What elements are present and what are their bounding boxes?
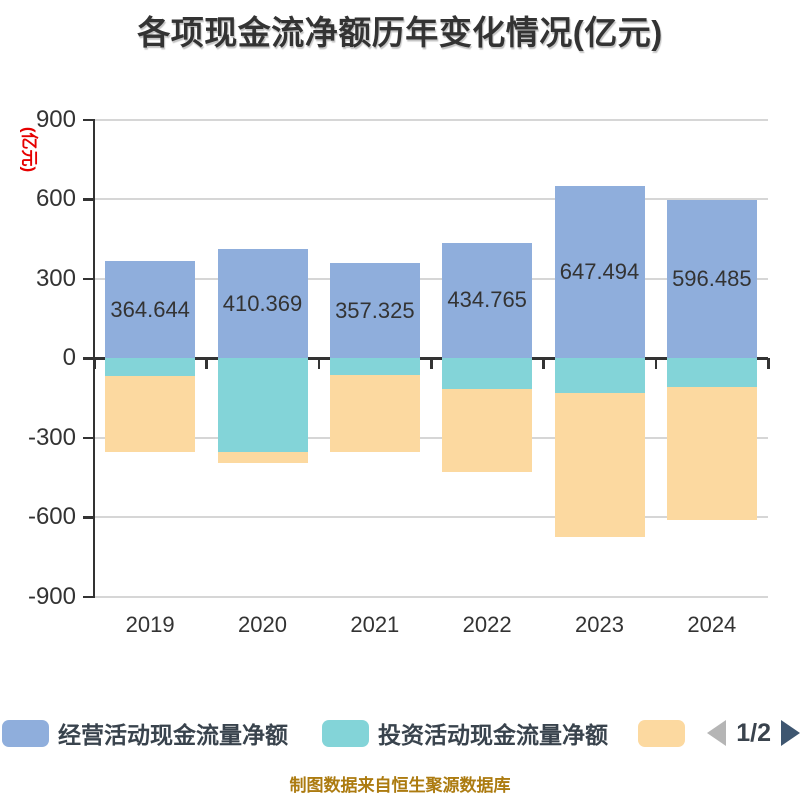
bar-value-label-2020: 410.369 [222,290,303,316]
x-axis-tick [654,358,658,369]
bar-value-label-2024: 596.485 [672,265,752,291]
legend-swatch-1 [2,719,49,747]
gridline [94,198,768,200]
x-axis-label-2019: 2019 [125,612,175,637]
x-axis-label-2024: 2024 [687,612,737,637]
bar-s3-2022[interactable] [442,388,533,473]
page-indicator: 1/2 [736,718,771,747]
bar-s2-2024[interactable] [666,358,757,388]
bar-s1-2021[interactable] [329,263,420,358]
y-axis-label: 600 [35,185,76,212]
bar-value-label-2022: 434.765 [447,287,527,313]
prev-page-icon[interactable] [707,720,727,746]
x-axis-tick [93,358,96,369]
x-axis-label-2021: 2021 [350,612,400,637]
bar-s3-2024[interactable] [666,387,757,521]
bar-s2-2020[interactable] [217,358,308,453]
gridline [94,595,768,598]
x-axis-tick [317,358,321,369]
legend-item-2[interactable]: 投资活动现金流量净额 [322,717,608,749]
bar-s3-2021[interactable] [329,375,420,452]
y-axis-label: -600 [27,503,76,530]
y-axis-tick [83,277,94,280]
bar-s1-2022[interactable] [442,242,533,358]
bar-s3-2020[interactable] [217,452,308,464]
y-axis-label: -900 [27,582,76,610]
legend-label-1: 经营活动现金流量净额 [58,722,288,748]
x-axis-label-2022: 2022 [462,612,512,637]
bar-value-label-2021: 357.325 [335,297,415,323]
y-axis-tick [83,516,94,519]
bar-s3-2023[interactable] [554,393,645,537]
y-axis-tick [83,118,94,121]
gridline [94,118,768,121]
chart-title: 各项现金流净额历年变化情况(亿元) [137,14,663,51]
gridline [94,277,768,280]
bar-s2-2022[interactable] [442,358,533,389]
y-axis-tick [83,198,94,201]
legend-swatch-3 [638,719,685,747]
bar-s1-2023[interactable] [554,186,645,358]
legend-swatch-2 [322,719,369,747]
bar-s1-2019[interactable] [105,261,196,358]
bar-s2-2021[interactable] [329,358,420,376]
x-axis-label-2020: 2020 [238,612,287,637]
bar-value-label-2023: 647.494 [559,259,640,285]
y-axis-label: 300 [35,264,76,292]
gridline [94,436,768,439]
y-axis-label: 900 [35,105,76,133]
bar-s1-2020[interactable] [217,249,308,358]
y-axis-label: 0 [62,344,76,371]
legend-pagination: 1/2 [707,719,800,747]
bar-s3-2019[interactable] [105,376,196,452]
legend-item-3[interactable] [638,717,685,749]
legend-item-1[interactable]: 经营活动现金流量净额 [2,717,288,749]
bar-s2-2023[interactable] [554,358,645,394]
next-page-icon[interactable] [781,720,800,746]
gridline [94,516,768,518]
y-axis-label: -300 [27,423,76,451]
x-axis-label-2023: 2023 [575,612,624,637]
y-axis-tick [83,436,94,439]
legend-label-2: 投资活动现金流量净额 [378,722,608,748]
x-axis-tick [767,358,770,369]
x-axis-tick [542,358,545,369]
source-note: 制图数据来自恒生聚源数据库 [289,776,511,795]
y-axis-tick [83,357,94,360]
x-axis-tick [205,358,208,369]
y-axis-tick [83,595,94,598]
bar-value-label-2019: 364.644 [110,296,190,322]
x-axis-tick [430,358,433,369]
bar-s2-2019[interactable] [105,358,196,377]
bar-s1-2024[interactable] [666,199,757,358]
